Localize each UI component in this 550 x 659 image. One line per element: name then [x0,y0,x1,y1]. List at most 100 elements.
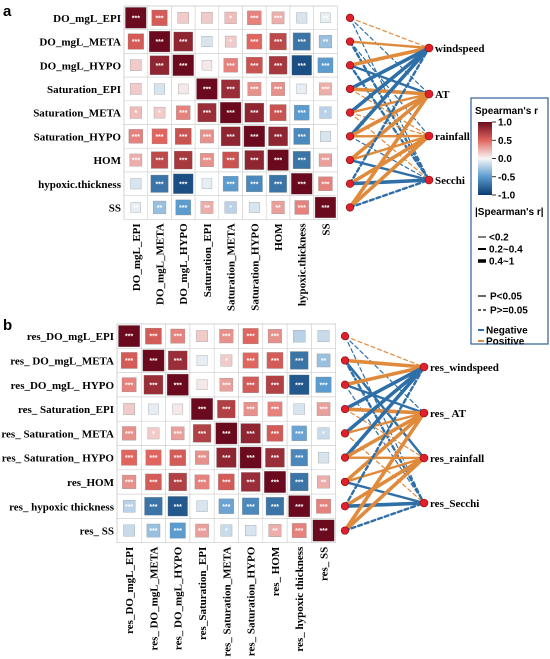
row-label: Saturation_HYPO [34,131,122,143]
matrix-cell [129,106,142,119]
column-label: res_DO_mgL_EPI [124,547,136,634]
significance-label: *** [319,504,327,511]
matrix-cell [316,353,331,368]
significance-label: *** [295,455,303,462]
matrix-cell [265,497,285,516]
matrix-cell [196,355,208,366]
significance-label: *** [179,134,187,141]
significance-label: *** [271,431,279,438]
link-line [349,17,430,181]
source-node [340,356,350,365]
significance-label: *** [247,431,255,438]
source-node [345,132,355,141]
significance-label: *** [149,382,157,389]
significance-label: *** [247,504,255,511]
matrix-cell [244,150,265,170]
matrix-cell [145,449,162,466]
legend-width-label: 0.4~1 [489,257,515,268]
matrix-cell [247,82,262,96]
matrix-cell [128,129,143,144]
significance-label: *** [274,39,282,46]
significance-label: *** [203,158,211,165]
panel-label-a: a [3,3,12,20]
matrix-cell [142,349,165,372]
env-label: res_ AT [430,408,467,420]
link-line [348,134,431,186]
significance-label: *** [319,528,327,535]
significance-label: *** [155,63,163,70]
significance-label: *** [125,431,133,438]
source-node [340,404,350,414]
column-label: res_ HOM [270,546,282,596]
significance-label: *** [149,479,157,486]
row-label: res_HOM [67,477,114,489]
link-line [343,358,426,369]
row-label: Saturation_EPI [47,84,121,96]
legend-line-label: P>=0.05 [490,306,528,317]
matrix-cell [130,202,141,213]
significance-label: *** [227,63,235,70]
source-node [340,380,350,389]
significance-label: *** [125,504,133,511]
matrix-cell [268,126,288,147]
matrix-cell-border [313,195,338,220]
env-node [424,43,434,53]
matrix-cell [269,32,287,51]
colorbar-tick-label: 0.5 [498,136,512,147]
significance-label: *** [295,382,303,389]
significance-label: *** [274,15,282,22]
source-node [340,429,350,438]
source-node [340,526,350,535]
matrix-cell [169,449,186,466]
source-node [340,453,350,462]
matrix-cell [130,59,142,71]
significance-label: *** [132,134,140,141]
matrix-cell [217,399,236,419]
significance-label: ** [133,205,139,212]
significance-label: ** [321,358,327,365]
significance-label: *** [271,479,279,486]
matrix-cell [247,10,262,25]
matrix-cell [242,376,259,393]
source-node [345,155,355,165]
link-line [348,46,431,185]
significance-label: *** [298,158,306,165]
matrix-cell [196,379,208,391]
significance-label: *** [155,158,163,165]
column-label: Saturation_META [226,223,238,311]
significance-label: *** [298,39,306,46]
matrix-cell [197,103,217,123]
matrix-cell [173,31,193,52]
matrix-cell [194,474,210,490]
significance-label: *** [247,334,255,341]
matrix-cell [267,329,282,344]
significance-label: *** [222,382,230,389]
matrix-cell [246,175,263,193]
matrix-cell [144,497,163,516]
significance-label: ** [275,205,281,212]
significance-label: *** [125,479,133,486]
column-label: res_ DO_mgL_HYPO [173,546,185,650]
significance-label: *** [132,39,140,46]
significance-label: *** [155,39,163,46]
colorbar [478,122,492,195]
legend-line-label: P<0.05 [490,292,522,303]
matrix-cell [166,373,189,396]
significance-label: * [229,205,232,212]
matrix-cell [294,200,309,215]
significance-label: *** [174,479,182,486]
source-node [345,108,355,117]
matrix-cell [242,352,259,369]
significance-label: ** [204,205,210,212]
column-label: res_Saturation_EPI [197,547,209,640]
significance-label: *** [155,15,163,22]
matrix-cell [271,11,285,25]
env-node [419,408,429,418]
significance-label: *** [227,110,235,117]
matrix-cell [145,473,162,491]
matrix-cell [243,125,265,147]
significance-label: *** [250,39,258,46]
row-label: res_ SS [80,526,114,538]
significance-label: *** [125,455,133,462]
matrix-cell [293,128,311,145]
